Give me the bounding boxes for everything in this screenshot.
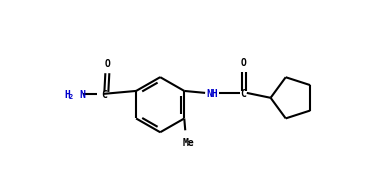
Text: N: N bbox=[79, 90, 85, 100]
Text: 2: 2 bbox=[69, 94, 73, 100]
Text: O: O bbox=[241, 58, 247, 68]
Text: O: O bbox=[104, 59, 110, 69]
Text: C: C bbox=[240, 89, 246, 99]
Text: NH: NH bbox=[206, 89, 218, 99]
Text: H: H bbox=[65, 90, 70, 100]
Text: Me: Me bbox=[182, 138, 194, 148]
Text: C: C bbox=[101, 90, 107, 100]
